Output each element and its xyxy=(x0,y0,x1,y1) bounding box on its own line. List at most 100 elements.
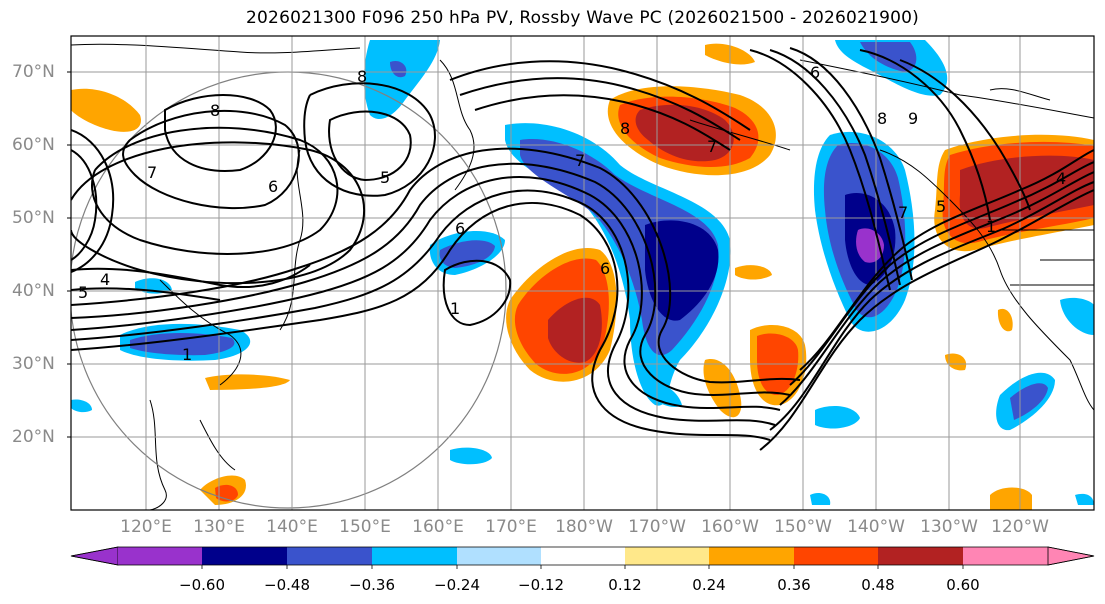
contour-label: 8 xyxy=(357,67,367,86)
pv-contour xyxy=(122,109,300,210)
lon-label-150w: 150°W xyxy=(774,517,832,537)
pv-contour xyxy=(769,49,901,286)
colorbar-label: −0.12 xyxy=(518,576,564,594)
contour-label: 7 xyxy=(147,163,157,182)
contour-label: 9 xyxy=(908,109,918,128)
anomaly-blob xyxy=(810,493,831,505)
anomaly-blob xyxy=(703,359,742,418)
coastline xyxy=(879,149,1094,411)
pv-contour xyxy=(71,147,801,384)
contour-label: 4 xyxy=(100,270,110,289)
pv-contour xyxy=(71,201,771,441)
pv-contour xyxy=(779,171,1094,406)
lat-label-60n: 60°N xyxy=(12,135,55,155)
coastline xyxy=(799,59,1094,119)
anomaly-blob xyxy=(945,353,967,371)
pv-contour xyxy=(799,149,1094,371)
pv-contour xyxy=(474,94,731,151)
anomaly-blob xyxy=(635,104,734,162)
coastline xyxy=(71,43,361,54)
lon-label-120e: 120°E xyxy=(120,517,172,537)
contour-label: 1 xyxy=(986,217,996,236)
lat-label-70n: 70°N xyxy=(12,62,55,82)
contour-label: 5 xyxy=(78,283,88,302)
pv-contour xyxy=(91,126,339,255)
colorbar-label: −0.48 xyxy=(264,576,310,594)
lon-label-140w: 140°W xyxy=(847,517,905,537)
pv-contour xyxy=(164,94,277,172)
lon-label-160e: 160°E xyxy=(412,517,464,537)
contour-label: 6 xyxy=(455,219,465,238)
lat-label-40n: 40°N xyxy=(12,281,55,301)
map-frame xyxy=(70,35,1095,511)
colorbar-label: 0.48 xyxy=(861,576,895,594)
lat-label-50n: 50°N xyxy=(12,208,55,228)
colorbar-extend-high xyxy=(1047,546,1095,566)
contour-label: 6 xyxy=(600,259,610,278)
colorbar-label: 0.36 xyxy=(777,576,811,594)
anomaly-blob xyxy=(71,399,92,413)
colorbar-segment xyxy=(541,547,625,565)
anomaly-blob xyxy=(815,406,860,429)
colorbar xyxy=(70,546,1095,569)
colorbar-segment xyxy=(963,547,1048,565)
colorbar-segment xyxy=(118,547,202,565)
anomaly-blob xyxy=(450,447,492,465)
pv-contours xyxy=(71,47,1094,451)
lon-label-120w: 120°W xyxy=(991,517,1049,537)
contour-label: 7 xyxy=(575,151,585,170)
pv-contour xyxy=(789,47,913,281)
colorbar-label: −0.24 xyxy=(434,576,480,594)
lon-label-170e: 170°E xyxy=(485,517,537,537)
pv-contour xyxy=(449,60,751,131)
lon-label-130w: 130°W xyxy=(920,517,978,537)
pv-contour xyxy=(769,181,1094,431)
anomaly-blob xyxy=(548,297,602,363)
pv-contour xyxy=(71,287,221,301)
map-title: 2026021300 F096 250 hPa PV, Rossby Wave … xyxy=(246,8,919,28)
contour-label: 7 xyxy=(707,137,717,156)
anomaly-blob xyxy=(645,220,719,321)
coastline xyxy=(159,279,242,386)
anomaly-blob xyxy=(735,265,772,280)
colorbar-label: −0.60 xyxy=(179,576,225,594)
lon-label-150e: 150°E xyxy=(339,517,391,537)
anomaly-blob xyxy=(990,487,1032,510)
anomaly-blob xyxy=(205,374,290,390)
lon-label-180w: 180°W xyxy=(555,517,613,537)
colorbar-label: 0.60 xyxy=(946,576,980,594)
colorbar-segment xyxy=(794,547,878,565)
colorbar-segment xyxy=(287,547,372,565)
graticule xyxy=(71,36,1094,510)
lon-label-170w: 170°W xyxy=(628,517,686,537)
pv-contour xyxy=(303,82,436,197)
anomaly-blob xyxy=(1075,493,1094,505)
anomaly-blob xyxy=(364,40,440,120)
lat-label-30n: 30°N xyxy=(12,354,55,374)
pv-contour xyxy=(71,264,311,289)
contour-label: 1 xyxy=(450,299,460,318)
anomaly-blob xyxy=(1060,297,1094,335)
pv-contour xyxy=(71,129,115,273)
pv-contour xyxy=(71,175,781,411)
colorbar-extend-low xyxy=(70,546,119,566)
coastline xyxy=(279,149,304,331)
lat-label-20n: 20°N xyxy=(12,427,55,447)
colorbar-segment xyxy=(457,547,541,565)
anomaly-blob xyxy=(71,88,141,132)
lon-label-160w: 160°W xyxy=(701,517,759,537)
colorbar-segment xyxy=(625,547,709,565)
contour-label: 8 xyxy=(620,119,630,138)
anomaly-blob xyxy=(997,308,1013,332)
pv-contour xyxy=(859,49,991,221)
colorbar-segment xyxy=(372,547,457,565)
pv-contour xyxy=(749,49,891,291)
contour-labels: 8 7 6 5 4 1 8 6 6 5 7 1 7 8 8 6 9 7 5 4 … xyxy=(78,63,1066,364)
coastlines xyxy=(71,43,1094,510)
pv-contour xyxy=(328,110,412,182)
pv-contour xyxy=(71,162,791,396)
contour-label: 8 xyxy=(210,101,220,120)
colorbar-segment xyxy=(202,547,287,565)
contour-label: 5 xyxy=(380,168,390,187)
coastline xyxy=(199,419,236,471)
